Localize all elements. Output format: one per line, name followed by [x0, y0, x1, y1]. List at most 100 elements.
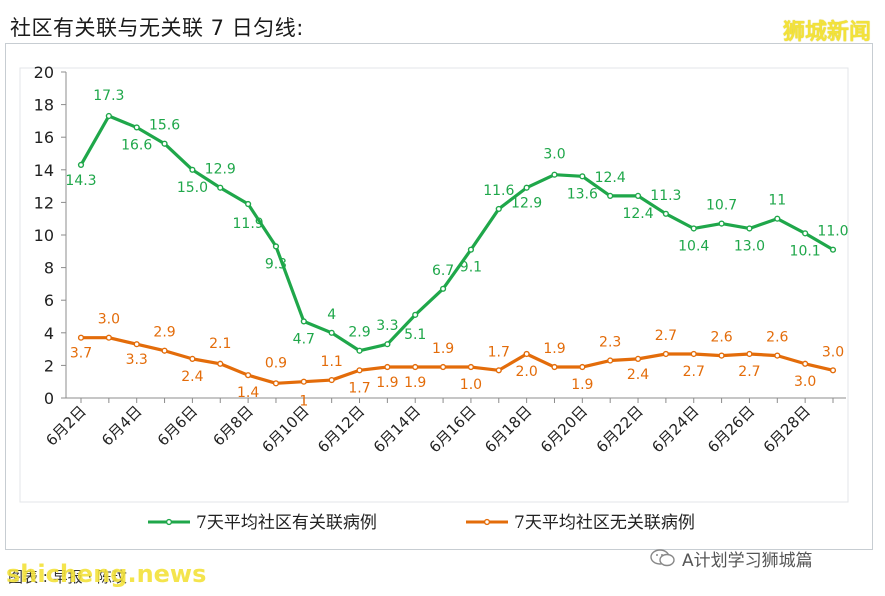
- linked-data-label: 4: [327, 307, 336, 323]
- x-tick-label: 6月28日: [760, 402, 814, 456]
- unlinked-point: [551, 363, 558, 371]
- unlinked-point: [495, 367, 502, 374]
- unlinked-point: [523, 350, 530, 358]
- x-tick-label: 6月20日: [537, 402, 591, 456]
- unlinked-point: [718, 352, 725, 359]
- page-title: 社区有关联与无关联 7 日匀线:: [10, 16, 304, 40]
- x-tick-label: 6月16日: [426, 402, 480, 456]
- unlinked-data-label: 3.3: [126, 352, 148, 368]
- unlinked-data-label: 2.1: [209, 336, 231, 352]
- unlinked-data-label: 2.3: [599, 335, 621, 351]
- linked-data-label: 16.6: [121, 137, 152, 153]
- linked-data-label: 9.1: [460, 260, 482, 276]
- y-tick-label: 10: [34, 226, 54, 245]
- unlinked-point: [662, 350, 669, 358]
- unlinked-data-label: 2.4: [181, 369, 203, 385]
- linked-point: [690, 225, 697, 232]
- unlinked-point: [690, 350, 697, 358]
- linked-data-label: 6.7: [432, 263, 454, 279]
- linked-point: [356, 347, 363, 354]
- linked-point: [105, 112, 112, 120]
- linked-data-label: 15.6: [149, 118, 180, 134]
- unlinked-point: [802, 360, 809, 367]
- unlinked-data-label: 2.6: [710, 330, 732, 346]
- unlinked-data-label: 2.7: [683, 364, 705, 380]
- unlinked-point: [467, 363, 475, 371]
- x-tick-label: 6月8日: [209, 402, 256, 449]
- linked-data-label: 10.1: [790, 243, 821, 259]
- linked-point: [439, 285, 447, 292]
- unlinked-point: [356, 367, 363, 374]
- linked-point: [245, 200, 252, 208]
- linked-point: [495, 205, 502, 213]
- linked-data-label: 13.0: [734, 238, 765, 254]
- x-tick-label: 6月22日: [593, 402, 647, 456]
- unlinked-data-label: 2.4: [627, 367, 649, 383]
- y-tick-label: 14: [34, 161, 54, 180]
- unlinked-point: [829, 367, 837, 374]
- linked-data-label: 11.3: [650, 188, 681, 204]
- linked-point: [829, 246, 837, 253]
- x-tick-label: 6月10日: [258, 402, 312, 456]
- linked-point: [607, 192, 614, 199]
- linked-point: [133, 124, 140, 131]
- linked-point: [634, 192, 642, 199]
- linked-point: [579, 173, 586, 180]
- y-tick-label: 4: [44, 324, 54, 343]
- linked-data-label: 12.9: [511, 196, 542, 212]
- linked-data-label: 3.3: [376, 318, 398, 334]
- linked-data-label: 10.7: [706, 198, 737, 214]
- linked-data-label: 17.3: [93, 88, 124, 104]
- unlinked-point: [217, 360, 224, 367]
- unlinked-data-label: 1.1: [321, 354, 343, 370]
- linked-data-label: 10.4: [678, 238, 709, 254]
- x-tick-label: 6月24日: [648, 402, 702, 456]
- y-tick-label: 20: [34, 63, 54, 82]
- x-tick-label: 6月14日: [370, 402, 424, 456]
- linked-point: [467, 246, 475, 253]
- unlinked-point: [133, 341, 140, 348]
- linked-data-label: 5.1: [404, 327, 426, 343]
- unlinked-data-label: 3.0: [98, 312, 120, 328]
- linked-data-label: 12.9: [205, 162, 236, 178]
- unlinked-data-label: 1: [299, 394, 308, 410]
- legend-marker: [483, 518, 491, 526]
- unlinked-point: [245, 372, 252, 379]
- unlinked-data-label: 1.7: [488, 344, 510, 360]
- linked-data-label: 11.9: [233, 216, 264, 232]
- linked-cases-line: [79, 114, 834, 353]
- brand-logo: 狮城新闻: [782, 20, 871, 45]
- unlinked-data-label: 1.9: [543, 341, 565, 357]
- wechat-account[interactable]: A计划学习狮城篇: [650, 546, 813, 571]
- y-tick-label: 16: [34, 128, 54, 147]
- unlinked-data-label: 2.7: [655, 328, 677, 344]
- unlinked-data-label: 0.9: [265, 355, 287, 371]
- unlinked-point: [579, 363, 586, 371]
- x-tick-label: 6月18日: [481, 402, 535, 456]
- linked-point: [523, 184, 530, 191]
- linked-data-label: 4.7: [293, 331, 315, 347]
- linked-point: [802, 230, 809, 237]
- linked-data-label: 14.3: [65, 173, 96, 189]
- y-tick-label: 18: [34, 96, 54, 115]
- unlinked-data-label: 3.0: [822, 344, 844, 360]
- y-tick-label: 6: [44, 291, 54, 310]
- linked-data-label: 3.0: [543, 147, 565, 163]
- unlinked-point: [189, 355, 196, 362]
- unlinked-data-label: 2.9: [153, 325, 175, 341]
- linked-data-label: 12.4: [622, 206, 653, 222]
- unlinked-data-label: 1.9: [571, 377, 593, 393]
- chart-frame: 0 2 4 6 8 10 12 14 16 18 20 6月2日 6月4日 6月6日 6月8日 6月10日 6月…: [5, 43, 873, 550]
- unlinked-point: [105, 334, 112, 341]
- wechat-icon: [650, 549, 675, 567]
- unlinked-data-label: 1.4: [237, 385, 259, 401]
- y-tick-label: 8: [44, 259, 54, 278]
- unlinked-point: [77, 334, 85, 341]
- plot-area: [19, 67, 849, 503]
- linked-point: [718, 220, 725, 227]
- linked-point: [384, 341, 391, 348]
- unlinked-data-label: 1.7: [348, 380, 370, 396]
- unlinked-data-label: 2.6: [766, 330, 788, 346]
- legend-label: 7天平均社区有关联病例: [196, 513, 377, 533]
